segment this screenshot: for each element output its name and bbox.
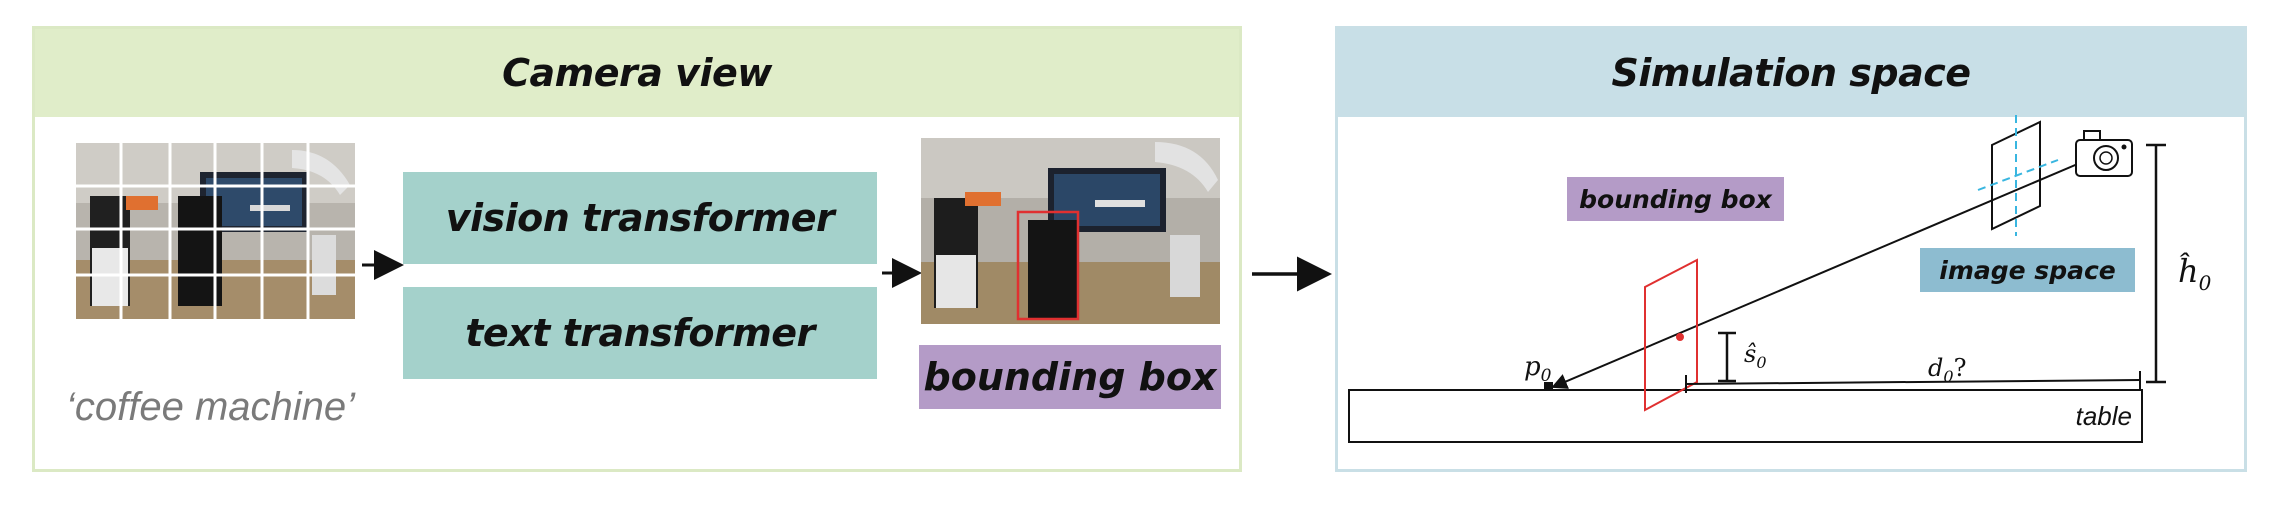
table-rect — [1348, 389, 2143, 443]
simulation-space-title: Simulation space — [1611, 51, 1971, 95]
text-transformer-label: text transformer — [465, 311, 815, 355]
d0-label: d0? — [1928, 354, 1966, 386]
h0-dimension — [2146, 143, 2166, 384]
bounding-box-plane — [1644, 258, 1698, 412]
input-image-patched — [76, 143, 355, 319]
s0-label: ŝ0 — [1744, 340, 1767, 372]
patch-grid — [76, 143, 355, 319]
bounding-box-output-label: bounding box — [923, 355, 1217, 399]
p0-label: p0 — [1524, 352, 1552, 386]
bbox-center-point — [1676, 333, 1684, 341]
camera-icon — [2075, 130, 2133, 177]
vision-transformer-label: vision transformer — [445, 196, 835, 240]
bounding-box-output-tag: bounding box — [919, 345, 1221, 409]
camera-view-header: Camera view — [35, 29, 1239, 117]
camera-view-title: Camera view — [502, 51, 772, 95]
detection-bounding-box — [1016, 210, 1080, 321]
vision-transformer-box: vision transformer — [403, 172, 877, 264]
image-plane-horizontal-axis — [1977, 159, 2059, 191]
simulation-space-header: Simulation space — [1338, 29, 2244, 117]
image-space-label: image space — [1939, 255, 2116, 285]
query-caption: ‘coffee machine’ — [66, 385, 356, 429]
d0-dimension — [1685, 371, 2141, 393]
table-label: table — [2076, 401, 2132, 431]
projection-ray — [1551, 159, 2088, 389]
s0-dimension — [1718, 331, 1736, 383]
p0-point — [1544, 382, 1553, 391]
image-space-tag: image space — [1920, 248, 2135, 292]
sim-bounding-box-tag: bounding box — [1567, 177, 1784, 221]
h0-label: ĥ0 — [2178, 252, 2212, 295]
output-image-detection — [921, 138, 1220, 324]
sim-bounding-box-label: bounding box — [1579, 184, 1772, 214]
image-plane — [1991, 120, 2041, 231]
text-transformer-box: text transformer — [403, 287, 877, 379]
